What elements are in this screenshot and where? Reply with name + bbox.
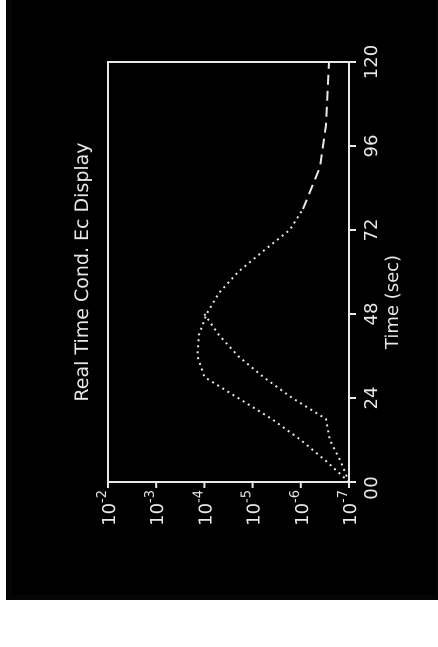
y-tick-exponent: -6 bbox=[288, 490, 303, 503]
chart-background bbox=[12, 0, 436, 595]
y-tick-label: 10-5 bbox=[240, 490, 265, 526]
y-tick-exponent: -7 bbox=[336, 490, 351, 503]
y-axis-ticks: 10-710-610-510-410-310-2 bbox=[95, 482, 361, 526]
x-tick-label: 96 bbox=[361, 135, 382, 158]
y-tick-exponent: -2 bbox=[95, 490, 110, 503]
x-tick-label: 120 bbox=[361, 45, 382, 79]
x-tick-label: 24 bbox=[361, 387, 382, 410]
y-tick-exponent: -3 bbox=[143, 490, 158, 503]
y-tick-label: 10-2 bbox=[95, 490, 120, 526]
y-tick-base: 10 bbox=[244, 503, 265, 526]
y-tick-exponent: -5 bbox=[240, 490, 255, 503]
x-tick-label: 0 bbox=[361, 476, 382, 487]
y-tick-label: 10-7 bbox=[336, 490, 361, 526]
y-tick-base: 10 bbox=[147, 503, 168, 526]
series-line-1 bbox=[196, 208, 350, 483]
x-axis-ticks: 0 24 48 72 96 120 bbox=[349, 45, 382, 488]
chart-rotated-group: Real Time Cond. Ec Display Time (sec) 0 2… bbox=[71, 45, 403, 526]
y-tick-base: 10 bbox=[195, 503, 216, 526]
y-tick-base: 10 bbox=[99, 503, 120, 526]
x-axis-label: Time (sec) bbox=[382, 255, 403, 350]
x-tick-label: 48 bbox=[361, 303, 382, 326]
y-tick-exponent: -4 bbox=[191, 490, 206, 503]
y-tick-label: 10-6 bbox=[288, 490, 313, 526]
plot-frame bbox=[107, 61, 350, 483]
y-tick-label: 10-3 bbox=[143, 490, 168, 526]
series-line-2 bbox=[203, 313, 350, 483]
series-line-3 bbox=[302, 61, 330, 210]
x-tick-label: 72 bbox=[361, 219, 382, 242]
chart-title: Real Time Cond. Ec Display bbox=[71, 142, 93, 401]
y-tick-base: 10 bbox=[292, 503, 313, 526]
y-tick-base: 10 bbox=[340, 503, 361, 526]
y-tick-label: 10-4 bbox=[191, 490, 216, 526]
series-group bbox=[196, 61, 350, 483]
y-axis-zero-label: 0 bbox=[361, 488, 382, 499]
